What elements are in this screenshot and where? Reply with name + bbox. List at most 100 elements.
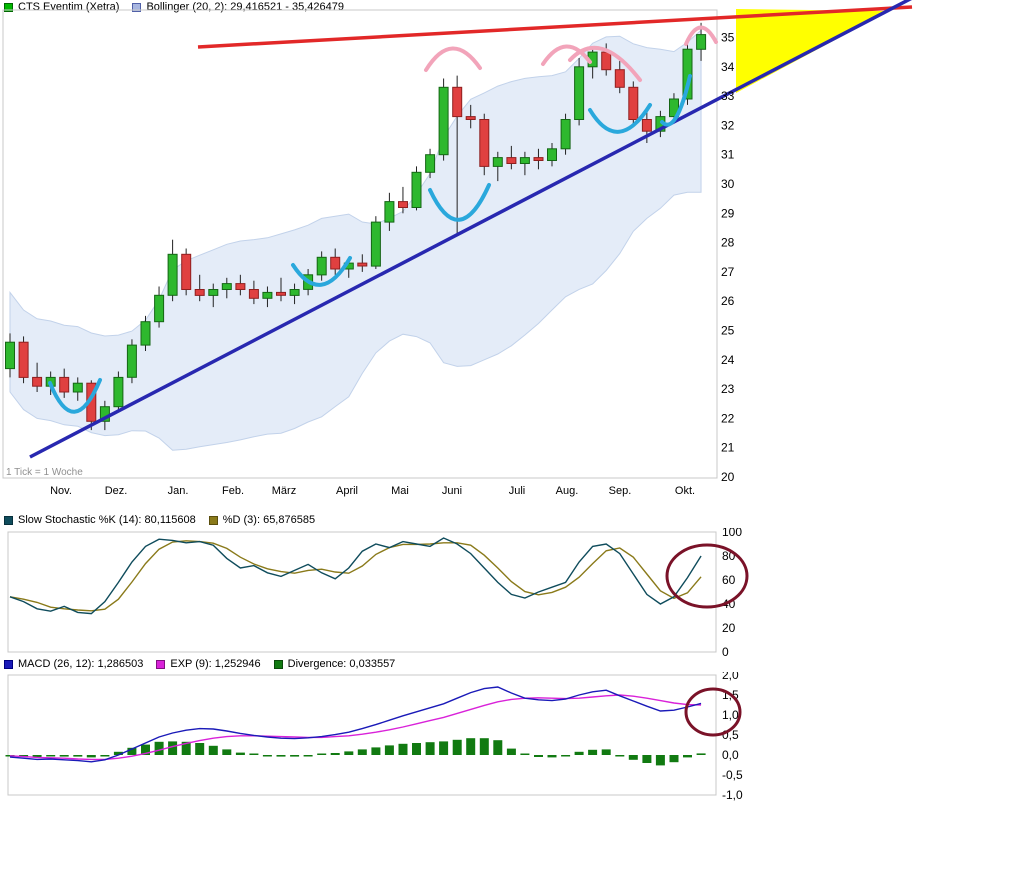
stoch-d-line — [9, 540, 702, 612]
divergence-bar — [46, 755, 56, 757]
candle — [72, 382, 83, 393]
divergence-bar — [398, 743, 408, 755]
price-tick-label: 20 — [721, 470, 735, 484]
divergence-bar — [466, 738, 476, 755]
divergence-bar — [59, 755, 69, 757]
candle — [614, 69, 625, 88]
candle — [194, 289, 205, 296]
stoch-d-swatch-icon — [208, 515, 218, 525]
peak-annotation — [568, 45, 642, 82]
trendline-support — [29, 0, 913, 459]
candle — [560, 119, 571, 150]
month-label: Sep. — [609, 485, 632, 497]
stoch-k-swatch-icon — [4, 515, 13, 525]
main-plot-border — [2, 9, 718, 479]
candle — [438, 86, 449, 156]
divergence-bar — [317, 753, 327, 755]
divergence-bar — [628, 755, 638, 760]
divergence-bar — [642, 755, 652, 763]
main-price-chart[interactable]: 35 34 33 32 31 30 29 28 27 26 25 24 23 22 21 20 Nov. Dez.… — [0, 0, 1020, 505]
divergence-bar — [384, 745, 394, 755]
price-tick-label: 23 — [721, 382, 735, 396]
legend-item-exp: EXP (9): 1,252946 — [156, 658, 261, 670]
exp-label: EXP (9): 1,252946 — [170, 658, 261, 670]
divergence-bar — [141, 744, 150, 755]
candle — [32, 376, 43, 387]
candle — [154, 294, 165, 323]
peak-annotation — [424, 46, 482, 72]
swoosh-annotation — [291, 256, 352, 287]
divergence-bar — [683, 755, 692, 758]
divergence-bar — [235, 752, 245, 755]
candle — [465, 116, 476, 120]
macd-plot-border — [7, 674, 717, 796]
peak-annotation — [541, 44, 592, 66]
candle — [669, 98, 679, 118]
swoosh-annotation — [588, 103, 652, 134]
macd-chart[interactable]: 2,01,51,00,50,0-0,5-1,0 — [0, 672, 1020, 806]
divergence-swatch-icon — [273, 659, 283, 669]
divergence-bar — [73, 755, 83, 757]
divergence-bar — [154, 741, 164, 755]
peak-annotation — [684, 25, 718, 46]
divergence-bar — [615, 755, 625, 757]
stochastic-legend: Slow Stochastic %K (14): 80,115608 %D (3… — [4, 514, 315, 526]
stoch-tick-label: 20 — [722, 621, 736, 635]
candle — [411, 171, 422, 209]
month-label: Jan. — [168, 485, 189, 497]
month-label: Juli — [509, 485, 526, 497]
price-tick-label: 33 — [721, 89, 735, 103]
divergence-bar — [262, 755, 272, 757]
macd-tick-label: 2,0 — [722, 672, 739, 682]
candle — [18, 341, 29, 378]
divergence-bar — [452, 739, 462, 755]
candle — [357, 262, 368, 267]
price-tick-label: 31 — [721, 148, 735, 162]
candle — [641, 119, 652, 132]
candle — [140, 321, 151, 346]
price-tick-label: 24 — [721, 353, 735, 367]
divergence-bar — [32, 755, 42, 757]
stoch-k-label: Slow Stochastic %K (14): 80,115608 — [18, 514, 196, 526]
macd-line — [9, 686, 702, 763]
stoch-tick-label: 0 — [722, 645, 729, 659]
candle — [113, 376, 124, 408]
price-tick-label: 27 — [721, 265, 735, 279]
divergence-bar — [330, 753, 340, 755]
instrument-swatch-icon — [4, 2, 13, 12]
divergence-bar — [669, 755, 679, 763]
stoch-k-line — [9, 537, 702, 615]
candle — [696, 34, 707, 50]
macd-label: MACD (26, 12): 1,286503 — [18, 658, 144, 670]
candle — [452, 86, 463, 118]
macd-tick-label: -0,5 — [722, 768, 743, 782]
month-label: Mai — [391, 485, 409, 497]
candle — [248, 289, 259, 299]
legend-item-stoch-k: Slow Stochastic %K (14): 80,115608 — [4, 514, 196, 526]
candle — [384, 201, 395, 223]
candle — [330, 256, 341, 270]
divergence-label: Divergence: 0,033557 — [287, 658, 396, 670]
candle — [5, 341, 15, 370]
candle — [126, 344, 137, 378]
month-label: März — [272, 485, 296, 497]
divergence-bar — [371, 747, 381, 755]
divergence-bar — [249, 753, 259, 755]
candle — [574, 66, 585, 121]
divergence-bar — [168, 741, 178, 755]
divergence-bar — [276, 755, 286, 757]
candle — [316, 256, 327, 276]
divergence-bar — [479, 738, 489, 755]
tick-note: 1 Tick = 1 Woche — [6, 467, 83, 478]
candle — [519, 157, 530, 165]
macd-tick-label: -1,0 — [722, 788, 743, 802]
month-label: Nov. — [50, 485, 72, 497]
divergence-bar — [19, 755, 29, 757]
candle — [628, 86, 639, 121]
month-label: Okt. — [675, 485, 695, 497]
month-label: Dez. — [105, 485, 128, 497]
divergence-bar — [357, 749, 367, 755]
candle — [221, 283, 232, 291]
